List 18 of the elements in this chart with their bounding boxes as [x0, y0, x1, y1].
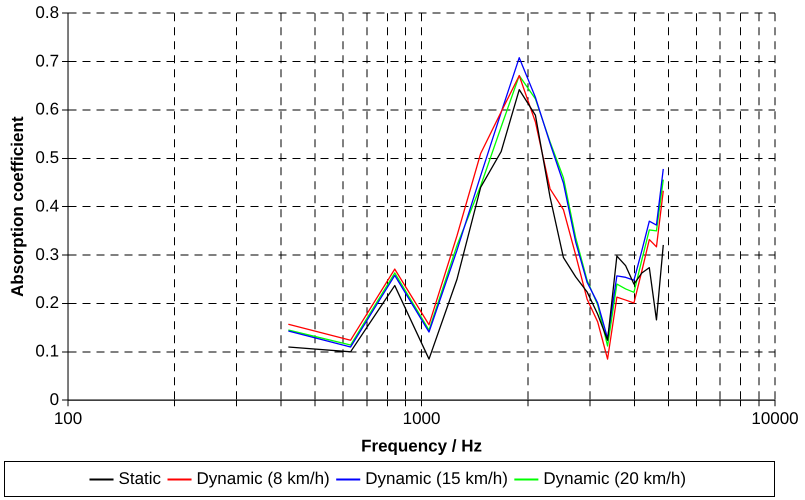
y-tick-label: 0.3	[35, 244, 60, 264]
y-tick-label: 0.5	[35, 148, 60, 168]
y-tick-label: 0.8	[35, 2, 60, 22]
legend-label: Dynamic (15 km/h)	[365, 469, 508, 488]
x-tick-label: 1000	[402, 409, 440, 428]
y-tick-label: 0.1	[35, 342, 60, 361]
y-axis-title: Absorption coefficient	[8, 116, 27, 297]
y-tick-label: 0.7	[35, 51, 60, 70]
legend-label: Dynamic (8 km/h)	[196, 469, 330, 488]
x-tick-label: 10000	[751, 409, 799, 428]
y-tick-label: 0	[50, 390, 60, 409]
x-axis-title: Frequency / Hz	[361, 436, 482, 456]
y-tick-label: 0.6	[35, 100, 60, 119]
legend-label: Dynamic (20 km/h)	[543, 469, 686, 488]
y-tick-label: 0.2	[35, 293, 60, 312]
x-tick-label: 100	[54, 409, 82, 428]
y-tick-label: 0.4	[35, 196, 60, 216]
legend-label: Static	[118, 469, 162, 488]
